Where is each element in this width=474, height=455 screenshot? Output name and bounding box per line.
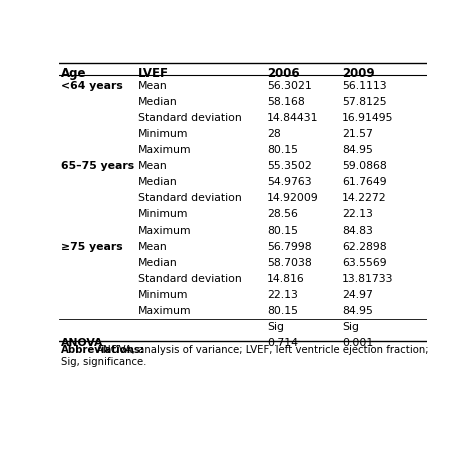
Text: 56.3021: 56.3021: [267, 81, 311, 91]
Text: Maximum: Maximum: [138, 226, 192, 236]
Text: ANOVA, analysis of variance; LVEF, left ventricle ejection fraction;: ANOVA, analysis of variance; LVEF, left …: [93, 345, 428, 355]
Text: Maximum: Maximum: [138, 145, 192, 155]
Text: 56.7998: 56.7998: [267, 242, 311, 252]
Text: Mean: Mean: [138, 81, 168, 91]
Text: Minimum: Minimum: [138, 209, 189, 219]
Text: 22.13: 22.13: [267, 290, 298, 300]
Text: Median: Median: [138, 177, 178, 187]
Text: Sig: Sig: [342, 322, 359, 332]
Text: Minimum: Minimum: [138, 290, 189, 300]
Text: 84.95: 84.95: [342, 306, 373, 316]
Text: Mean: Mean: [138, 242, 168, 252]
Text: 56.1113: 56.1113: [342, 81, 387, 91]
Text: 58.7038: 58.7038: [267, 258, 311, 268]
Text: 14.2272: 14.2272: [342, 193, 387, 203]
Text: 80.15: 80.15: [267, 226, 298, 236]
Text: 80.15: 80.15: [267, 306, 298, 316]
Text: 62.2898: 62.2898: [342, 242, 387, 252]
Text: Sig, significance.: Sig, significance.: [61, 358, 146, 368]
Text: Standard deviation: Standard deviation: [138, 193, 242, 203]
Text: 54.9763: 54.9763: [267, 177, 311, 187]
Text: Standard deviation: Standard deviation: [138, 113, 242, 123]
Text: Age: Age: [61, 67, 87, 80]
Text: 2006: 2006: [267, 67, 300, 80]
Text: Median: Median: [138, 258, 178, 268]
Text: 80.15: 80.15: [267, 145, 298, 155]
Text: 0.001: 0.001: [342, 339, 374, 349]
Text: Maximum: Maximum: [138, 306, 192, 316]
Text: 57.8125: 57.8125: [342, 96, 387, 106]
Text: 14.92009: 14.92009: [267, 193, 319, 203]
Text: Abbreviations:: Abbreviations:: [61, 345, 145, 355]
Text: <64 years: <64 years: [61, 81, 123, 91]
Text: 14.816: 14.816: [267, 274, 305, 284]
Text: 84.95: 84.95: [342, 145, 373, 155]
Text: 21.57: 21.57: [342, 129, 373, 139]
Text: 13.81733: 13.81733: [342, 274, 393, 284]
Text: ≥75 years: ≥75 years: [61, 242, 123, 252]
Text: Sig: Sig: [267, 322, 284, 332]
Text: 24.97: 24.97: [342, 290, 373, 300]
Text: 2009: 2009: [342, 67, 375, 80]
Text: 59.0868: 59.0868: [342, 161, 387, 171]
Text: 16.91495: 16.91495: [342, 113, 393, 123]
Text: 0.714: 0.714: [267, 339, 298, 349]
Text: Median: Median: [138, 96, 178, 106]
Text: 22.13: 22.13: [342, 209, 373, 219]
Text: 14.84431: 14.84431: [267, 113, 319, 123]
Text: LVEF: LVEF: [138, 67, 169, 80]
Text: 61.7649: 61.7649: [342, 177, 387, 187]
Text: 55.3502: 55.3502: [267, 161, 311, 171]
Text: 65–75 years: 65–75 years: [61, 161, 134, 171]
Text: 84.83: 84.83: [342, 226, 373, 236]
Text: Standard deviation: Standard deviation: [138, 274, 242, 284]
Text: Mean: Mean: [138, 161, 168, 171]
Text: 63.5569: 63.5569: [342, 258, 387, 268]
Text: 28.56: 28.56: [267, 209, 298, 219]
Text: 28: 28: [267, 129, 281, 139]
Text: ANOVA: ANOVA: [61, 339, 103, 349]
Text: Minimum: Minimum: [138, 129, 189, 139]
Text: 58.168: 58.168: [267, 96, 305, 106]
